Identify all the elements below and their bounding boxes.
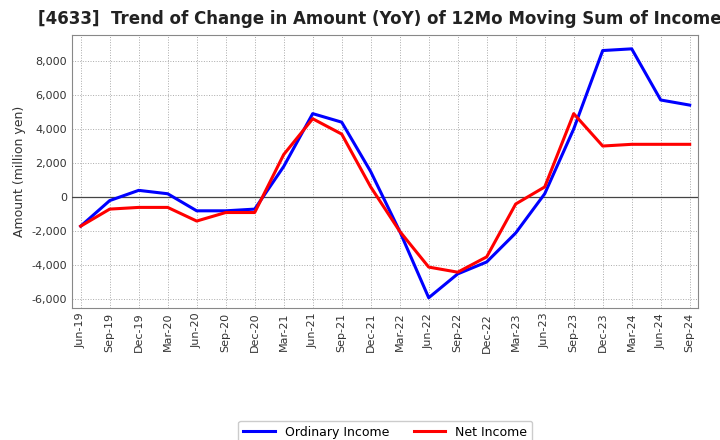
Ordinary Income [76, 224, 85, 229]
Ordinary Income [482, 259, 491, 264]
Ordinary Income [279, 164, 288, 169]
Net Income [105, 206, 114, 212]
Net Income [279, 152, 288, 157]
Title: [4633]  Trend of Change in Amount (YoY) of 12Mo Moving Sum of Incomes: [4633] Trend of Change in Amount (YoY) o… [38, 10, 720, 28]
Net Income [338, 132, 346, 137]
Ordinary Income [366, 169, 375, 174]
Net Income [541, 184, 549, 190]
Ordinary Income [221, 208, 230, 213]
Net Income [163, 205, 172, 210]
Ordinary Income [308, 111, 317, 116]
Ordinary Income [541, 191, 549, 196]
Ordinary Income [627, 46, 636, 51]
Net Income [395, 229, 404, 234]
Ordinary Income [598, 48, 607, 53]
Line: Net Income: Net Income [81, 114, 690, 272]
Net Income [366, 184, 375, 190]
Net Income [221, 210, 230, 215]
Net Income [192, 218, 201, 224]
Y-axis label: Amount (million yen): Amount (million yen) [13, 106, 26, 237]
Ordinary Income [657, 97, 665, 103]
Ordinary Income [163, 191, 172, 196]
Net Income [76, 224, 85, 229]
Ordinary Income [685, 103, 694, 108]
Net Income [685, 142, 694, 147]
Legend: Ordinary Income, Net Income: Ordinary Income, Net Income [238, 421, 532, 440]
Ordinary Income [105, 198, 114, 203]
Net Income [570, 111, 578, 116]
Ordinary Income [192, 208, 201, 213]
Ordinary Income [570, 126, 578, 132]
Net Income [251, 210, 259, 215]
Ordinary Income [424, 295, 433, 301]
Ordinary Income [395, 229, 404, 234]
Ordinary Income [454, 271, 462, 276]
Net Income [627, 142, 636, 147]
Ordinary Income [251, 206, 259, 212]
Net Income [454, 270, 462, 275]
Net Income [657, 142, 665, 147]
Net Income [308, 116, 317, 121]
Net Income [598, 143, 607, 149]
Ordinary Income [135, 188, 143, 193]
Net Income [511, 202, 520, 207]
Ordinary Income [511, 230, 520, 235]
Net Income [424, 264, 433, 270]
Ordinary Income [338, 120, 346, 125]
Net Income [135, 205, 143, 210]
Net Income [482, 254, 491, 260]
Line: Ordinary Income: Ordinary Income [81, 49, 690, 298]
